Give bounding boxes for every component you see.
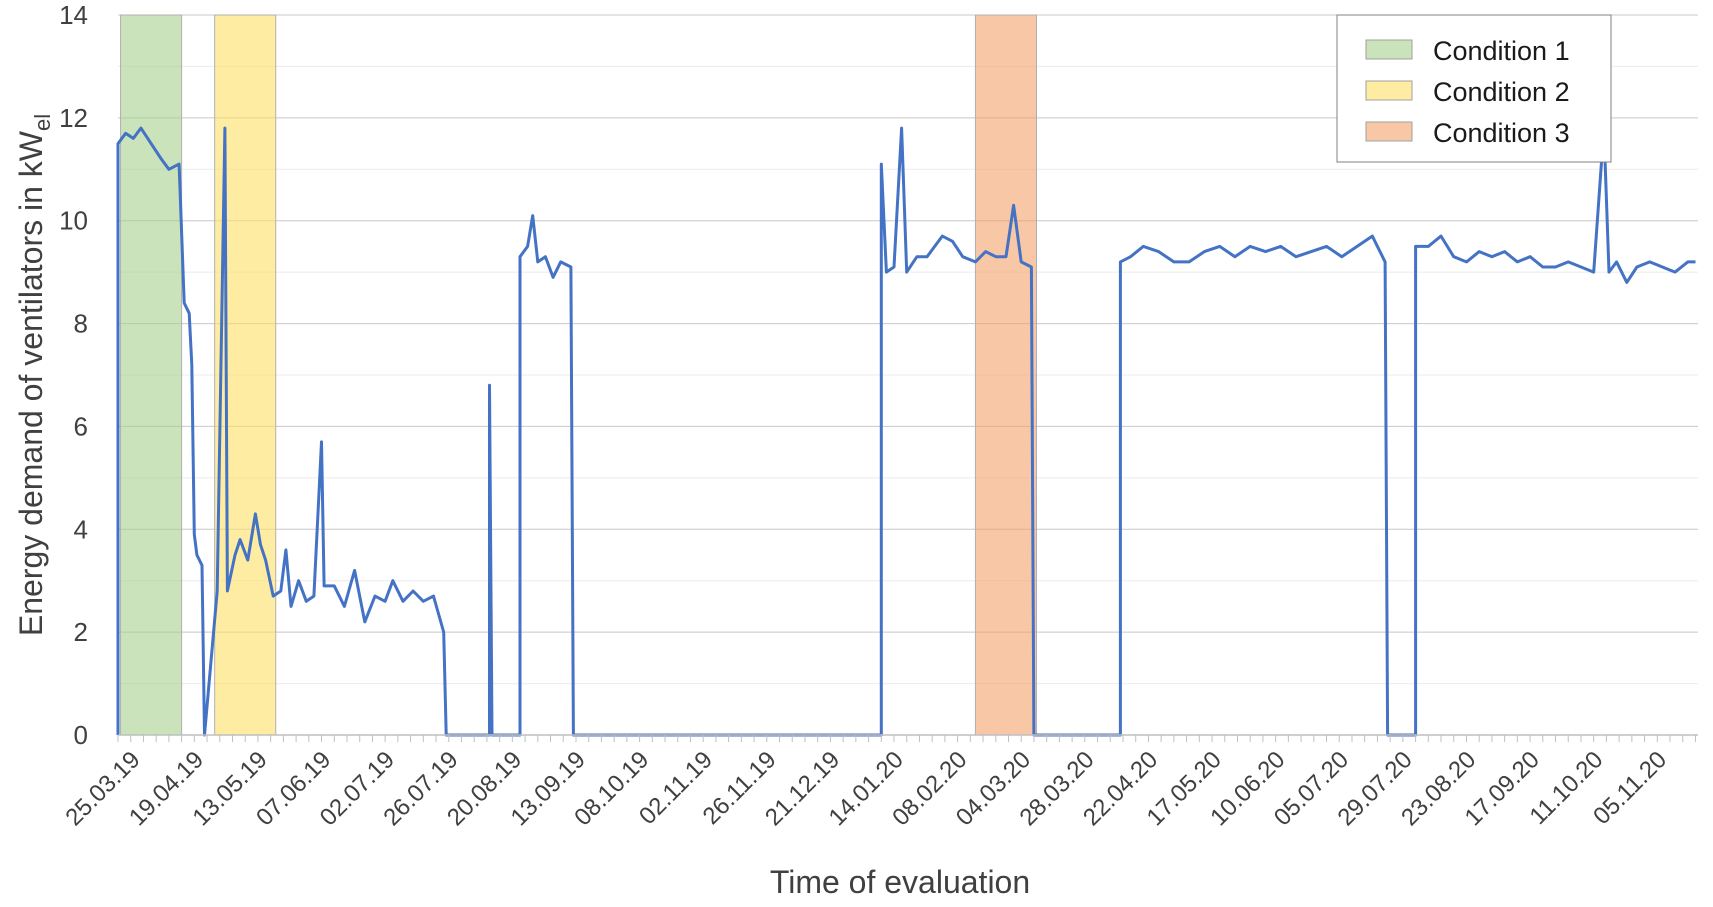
y-tick-label: 12 [59, 103, 88, 133]
legend-label-1: Condition 1 [1433, 36, 1570, 66]
condition-bands [120, 14, 1037, 736]
legend: Condition 1 Condition 2 Condition 3 [1336, 14, 1612, 163]
legend-swatch-3 [1365, 121, 1413, 142]
y-tick-label: 8 [74, 309, 88, 339]
axes [117, 734, 1698, 742]
y-tick-label: 0 [74, 720, 88, 750]
legend-swatch-2 [1365, 80, 1413, 101]
legend-swatch-1 [1365, 39, 1413, 60]
y-tick-label: 14 [59, 0, 88, 30]
y-tick-label: 10 [59, 206, 88, 236]
series-area [116, 126, 1696, 737]
legend-label-2: Condition 2 [1433, 77, 1570, 107]
condition-band-2 [214, 14, 277, 736]
y-tick-label: 2 [74, 617, 88, 647]
condition-band-1 [120, 14, 183, 736]
y-axis-title: Energy demand of ventilators in kWel [13, 114, 55, 636]
y-axis-title-main: Energy demand of ventilators in kW [13, 130, 49, 636]
series-line-1 [116, 126, 1696, 737]
legend-label-3: Condition 3 [1433, 118, 1570, 148]
y-tick-label: 4 [74, 514, 88, 544]
condition-band-3 [974, 14, 1037, 736]
x-axis-title: Time of evaluation [770, 864, 1030, 900]
y-axis-title-subscript: el [30, 114, 55, 131]
y-tick-label: 6 [74, 411, 88, 441]
